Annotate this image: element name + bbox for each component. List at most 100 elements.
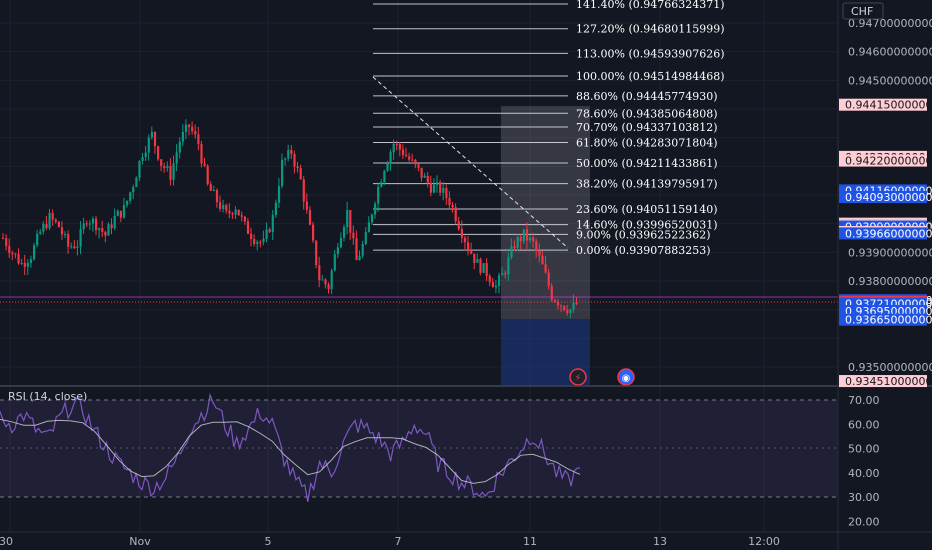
candle-body <box>82 223 85 230</box>
candle-body <box>398 144 401 150</box>
candle-body <box>51 212 54 220</box>
candle-body <box>73 246 76 249</box>
candle-body <box>14 253 17 255</box>
candle-body <box>544 264 547 273</box>
candle-body <box>535 241 538 251</box>
candle-body <box>26 262 29 267</box>
candle-body <box>395 143 398 145</box>
candle-body <box>330 270 333 290</box>
candle-body <box>113 215 116 229</box>
candle-body <box>144 152 147 158</box>
candle-body <box>91 218 95 224</box>
event-icons[interactable]: ⚡ ◉ <box>569 368 635 386</box>
currency-badge[interactable] <box>842 2 884 20</box>
candle-body <box>339 237 343 248</box>
candle-body <box>349 209 352 233</box>
candle-body <box>169 165 172 180</box>
candle-body <box>209 184 212 191</box>
fib-level-label: 50.00% (0.94211433861) <box>576 157 718 170</box>
candle-body <box>172 163 175 180</box>
candle-body <box>88 223 91 225</box>
fib-level-label: 9.00% (0.93962522362) <box>576 228 711 241</box>
candle-body <box>243 216 246 222</box>
rsi-axis-tick: 70.00 <box>848 394 880 407</box>
globe-icon[interactable] <box>617 368 635 386</box>
candle-body <box>60 227 64 235</box>
candle-body <box>188 124 191 127</box>
candle-body <box>64 234 67 236</box>
candle-body <box>197 134 200 145</box>
candle-body <box>147 137 150 153</box>
fib-level-label: 127.20% (0.94680115999) <box>576 23 725 36</box>
candle-body <box>70 246 73 248</box>
rsi-axis-tick: 40.00 <box>848 467 880 480</box>
candle-body <box>104 231 107 236</box>
candle-body <box>401 149 405 156</box>
candle-body <box>67 234 70 247</box>
candle-body <box>215 190 219 203</box>
candle-body <box>439 182 442 193</box>
candle-body <box>150 132 153 138</box>
candle-body <box>290 149 293 155</box>
rsi-title[interactable]: RSI (14, close) <box>8 390 87 403</box>
price-tags: 0.944150000000.942330000000.942200000000… <box>839 98 932 388</box>
rsi-ma-line <box>0 418 581 484</box>
candle-body <box>29 259 33 263</box>
candle-body <box>312 224 315 241</box>
price-tag <box>839 98 927 111</box>
trend-line[interactable] <box>372 76 569 249</box>
price-axis[interactable]: 0.94700000000 0.94600000000 0.94500000000 0… <box>848 17 932 374</box>
candle-body <box>194 131 197 135</box>
candle-body <box>122 205 126 218</box>
candle-body <box>429 182 432 193</box>
price-tag-value: 0.93966000000 <box>845 227 932 240</box>
candle-body <box>175 152 178 164</box>
position-profit-zone[interactable] <box>501 106 590 319</box>
time-axis[interactable]: 30 Nov 5 7 11 13 12:00 <box>0 535 780 548</box>
candle-body <box>277 186 281 203</box>
candle-body <box>538 250 541 256</box>
candle-body <box>411 159 414 161</box>
candle-body <box>271 215 274 232</box>
candle-body <box>336 247 339 255</box>
candle-body <box>383 170 386 183</box>
lightning-icon[interactable] <box>569 368 587 386</box>
price-tag-value: 0.93665000000 <box>845 314 932 327</box>
lightning-icon-glyph: ⚡ <box>574 373 581 384</box>
candle-body <box>442 187 445 193</box>
currency-label: CHF <box>851 5 873 18</box>
candle-body <box>2 238 5 239</box>
candle-body <box>380 182 383 187</box>
candle-body <box>203 163 206 166</box>
candle-body <box>268 229 271 232</box>
price-axis-tick: 0.94700000000 <box>848 17 932 30</box>
fib-retracement[interactable]: 141.40% (0.94766324371) 127.20% (0.946801… <box>373 0 725 257</box>
candlesticks <box>2 119 578 319</box>
globe-icon-glyph: ◉ <box>622 373 631 384</box>
time-axis-tick: 30 <box>0 535 13 548</box>
candle-body <box>451 204 454 208</box>
candle-body <box>119 210 122 218</box>
price-tag <box>839 375 927 388</box>
rsi-lines <box>0 392 581 503</box>
candle-body <box>141 157 144 161</box>
price-axis-tick: 0.94600000000 <box>848 46 932 59</box>
candle-body <box>541 255 544 265</box>
candle-body <box>287 149 290 159</box>
rsi-axis[interactable]: 70.00 60.00 50.00 40.00 30.00 20.00 <box>848 394 880 528</box>
candle-body <box>501 273 504 276</box>
candle-body <box>556 301 560 306</box>
candle-body <box>547 272 550 287</box>
candle-body <box>284 158 287 160</box>
candle-body <box>470 249 473 254</box>
time-axis-tick: 7 <box>395 535 402 548</box>
candle-body <box>324 279 327 285</box>
candle-body <box>367 222 370 233</box>
price-axis-tick: 0.93800000000 <box>848 275 932 288</box>
candle-body <box>225 205 228 211</box>
price-tag-value: 0.93451000000 <box>845 375 932 388</box>
candle-body <box>532 237 535 242</box>
candle-body <box>364 232 367 244</box>
